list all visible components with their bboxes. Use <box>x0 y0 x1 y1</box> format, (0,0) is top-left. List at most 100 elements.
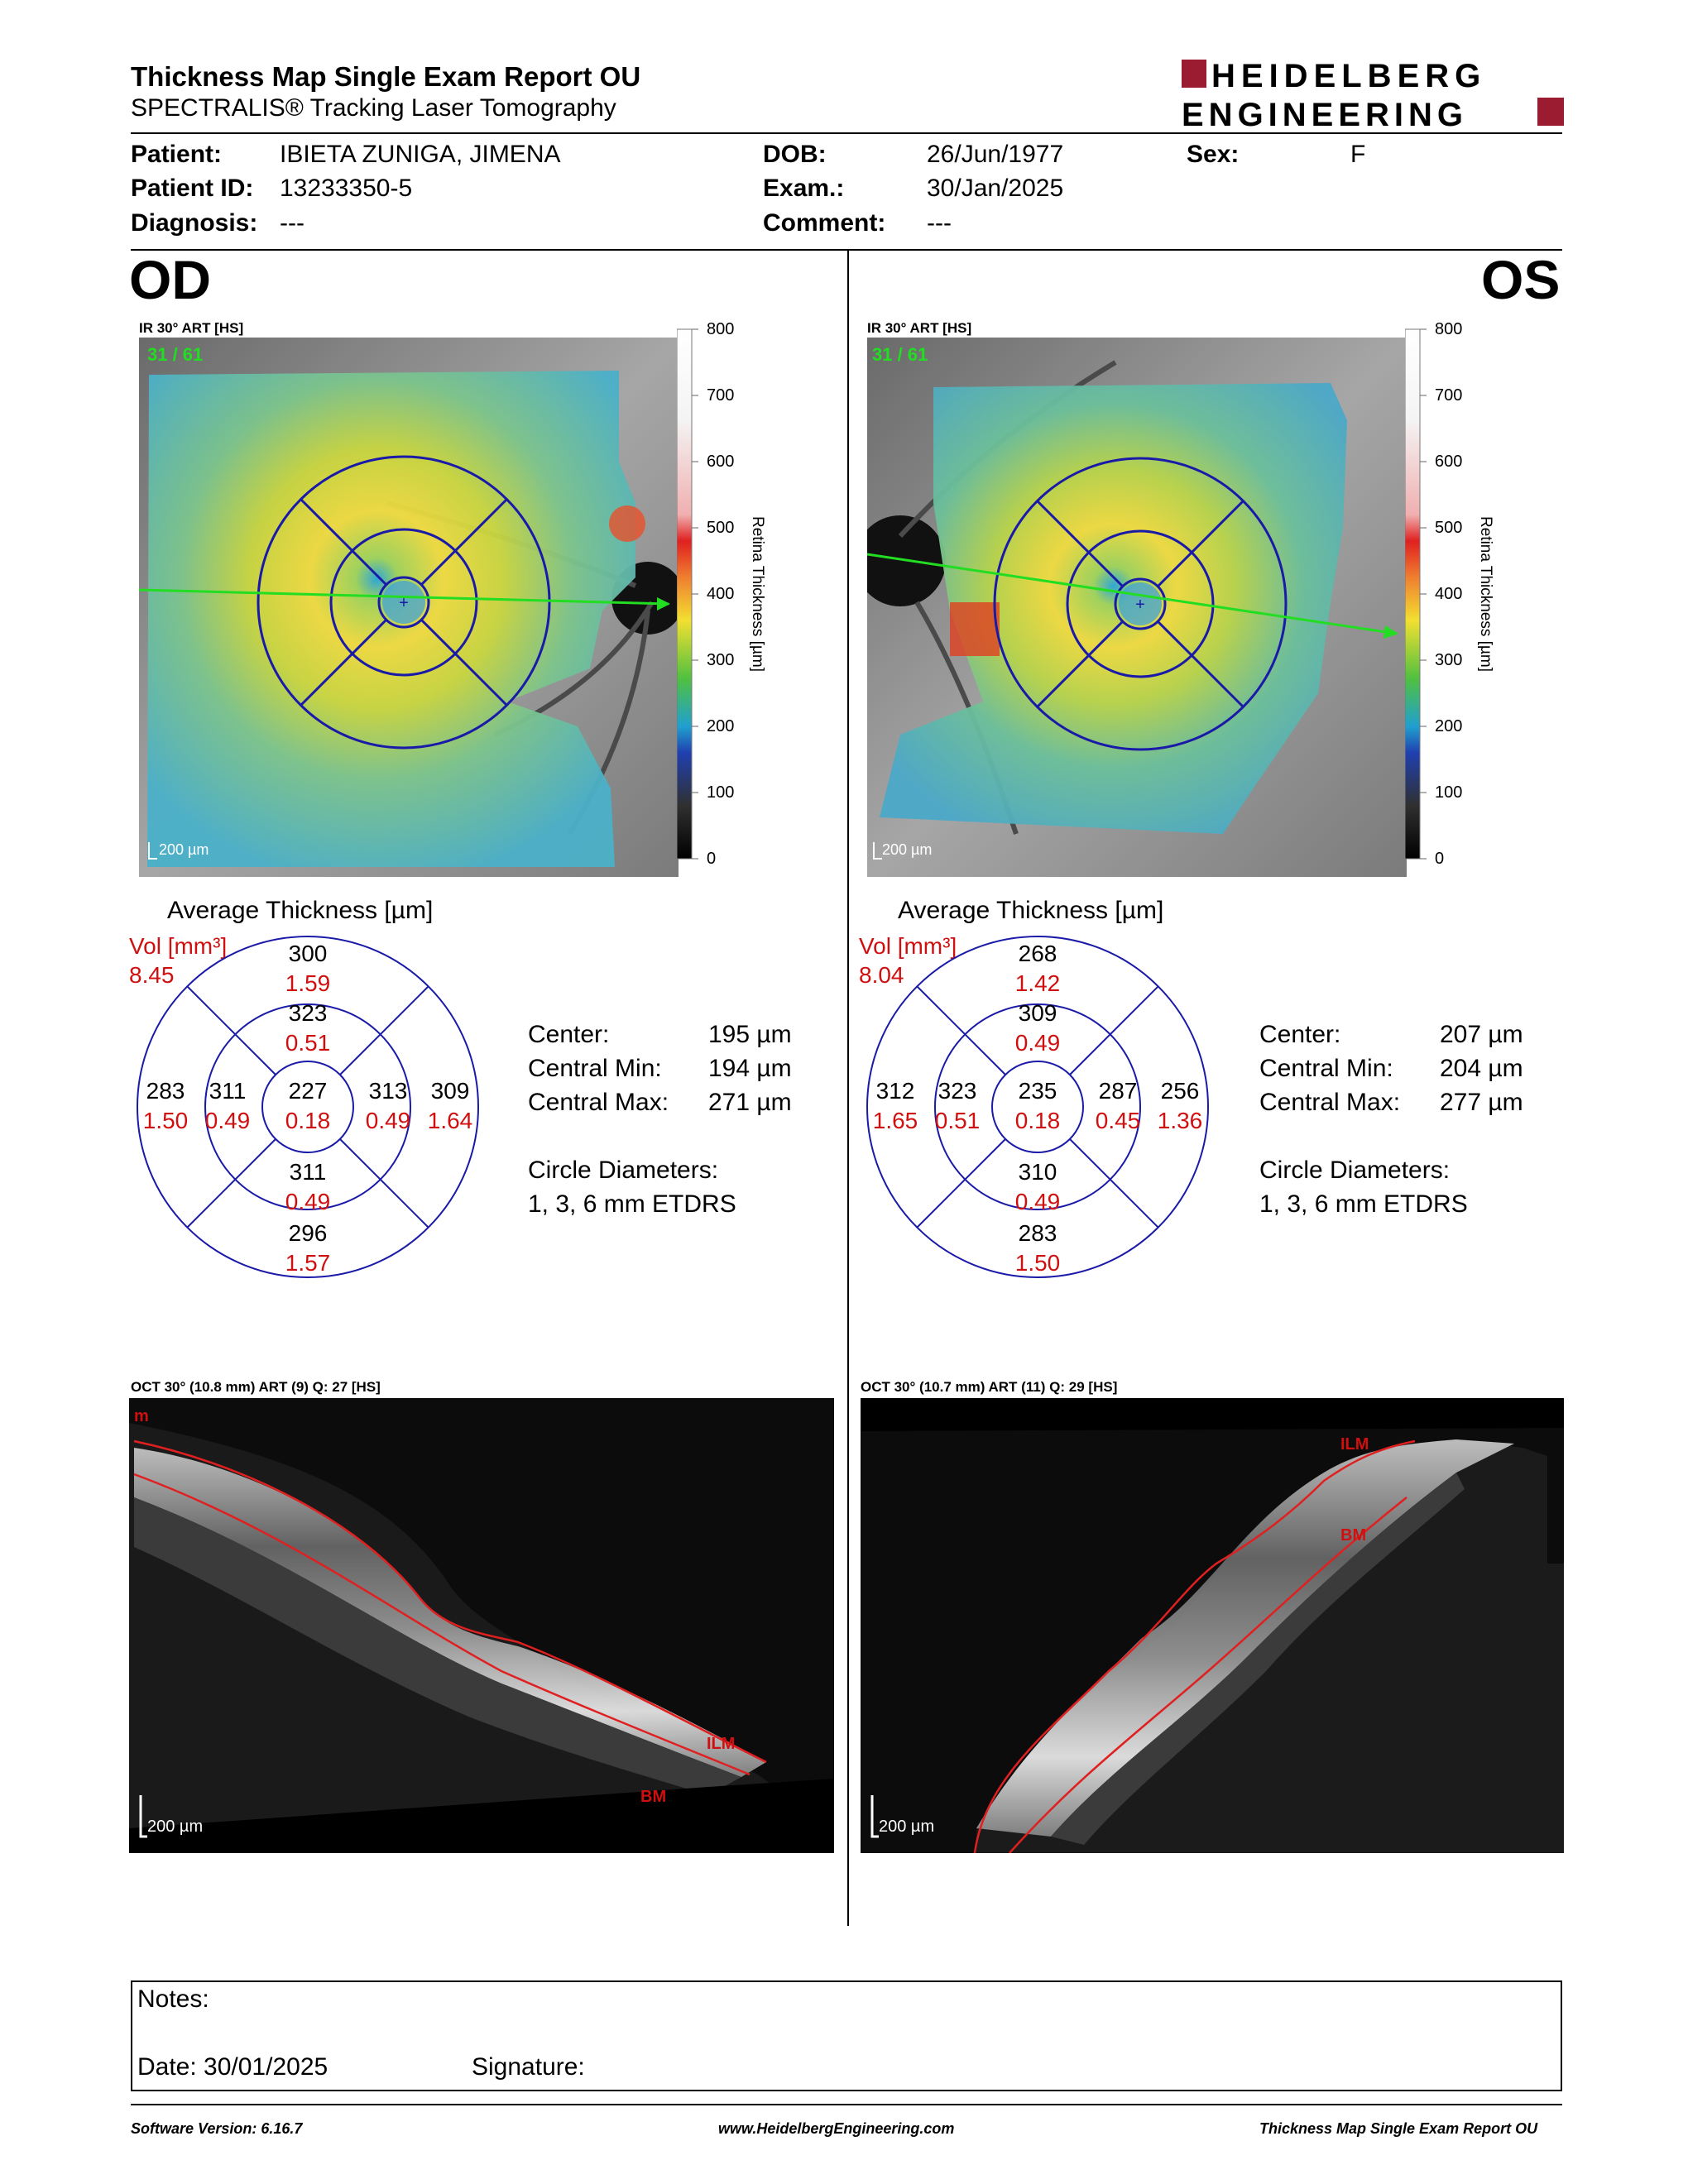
od-circle-diam-label: Circle Diameters: <box>528 1157 719 1184</box>
od-nasal-outer-volume: 1.64 <box>428 1108 473 1133</box>
os-vol-block: Vol [mm³] 8.04 <box>859 932 957 989</box>
footer-report-name: Thickness Map Single Exam Report OU <box>1259 2120 1538 2137</box>
od-ir-label: IR 30° ART [HS] <box>139 320 244 336</box>
comment-label: Comment: <box>763 209 886 237</box>
os-center-volume: 0.18 <box>1015 1108 1061 1133</box>
od-scale-bar: 200 µm <box>159 841 209 858</box>
od-central-max-label: Central Max: <box>528 1089 669 1116</box>
od-temporal-outer-volume: 1.50 <box>143 1108 189 1133</box>
od-bm-label: BM <box>640 1788 666 1806</box>
os-bm-label: BM <box>1340 1526 1366 1545</box>
patient-id: 13233350-5 <box>280 175 413 202</box>
os-etdrs-grid: 268 1.42 309 0.49 235 0.18 312 1.65 323 … <box>866 936 1209 1278</box>
os-center-value: 207 µm <box>1440 1021 1523 1048</box>
od-superior-inner-thickness: 323 <box>289 1000 328 1026</box>
od-scale-tick-label: 500 <box>707 519 734 537</box>
os-inferior-outer-thickness: 283 <box>1019 1220 1057 1246</box>
od-superior-outer-volume: 1.59 <box>285 970 331 996</box>
od-nasal-outer-thickness: 309 <box>431 1078 470 1104</box>
os-vol-total: 8.04 <box>859 962 904 988</box>
os-nasal-inner-thickness: 287 <box>1099 1078 1138 1104</box>
od-eye-label: OD <box>129 249 211 310</box>
exam-value: 30/Jan/2025 <box>927 175 1064 202</box>
os-central-max-label: Central Max: <box>1259 1089 1401 1116</box>
patient-id-label: Patient ID: <box>131 175 254 202</box>
os-vol-label: Vol [mm³] <box>859 933 957 959</box>
sex-label: Sex: <box>1187 141 1240 168</box>
od-color-scale: 800 700 600 500 400 300 200 100 0 Retina Thickne… <box>677 321 766 867</box>
notes-label: Notes: <box>137 1985 209 2013</box>
od-vol-total: 8.45 <box>129 962 175 988</box>
os-center-label: Center: <box>1259 1021 1341 1048</box>
os-nasal-outer-volume: 1.36 <box>1158 1108 1203 1133</box>
od-oct-label: OCT 30° (10.8 mm) ART (9) Q: 27 [HS] <box>131 1379 381 1395</box>
od-nasal-inner-thickness: 313 <box>369 1078 408 1104</box>
os-ir-label: IR 30° ART [HS] <box>867 320 972 336</box>
os-oct-bscan: ILM BM 200 µm <box>861 1398 1564 1853</box>
os-center-thickness: 235 <box>1019 1078 1057 1104</box>
os-temporal-inner-thickness: 323 <box>938 1078 977 1104</box>
date-label: Date: 30/01/2025 <box>137 2053 328 2081</box>
od-center-label: Center: <box>528 1021 610 1048</box>
od-thickness-map: + 31 / 61 200 µm <box>139 338 679 877</box>
od-central-min-label: Central Min: <box>528 1055 662 1082</box>
os-stats-values: 207 µm 204 µm 277 µm <box>1440 1018 1523 1119</box>
od-stats-values: 195 µm 194 µm 271 µm <box>708 1018 792 1119</box>
od-temporal-inner-thickness: 311 <box>209 1078 247 1104</box>
os-central-max-value: 277 µm <box>1440 1089 1523 1116</box>
patient-name: IBIETA ZUNIGA, JIMENA <box>280 141 561 168</box>
notes-box[interactable]: Notes: Date: 30/01/2025 Signature: <box>131 1980 1562 2091</box>
od-stats: Center: Central Min: Central Max: <box>528 1018 669 1119</box>
od-oct-scale-bar: 200 µm <box>147 1818 203 1836</box>
os-circle-diam: Circle Diameters: 1, 3, 6 mm ETDRS <box>1259 1153 1468 1221</box>
os-scale-bar: 200 µm <box>882 841 932 858</box>
os-inferior-inner-volume: 0.49 <box>1015 1189 1061 1214</box>
od-scale-tick-label: 600 <box>707 453 734 471</box>
os-superior-inner-volume: 0.49 <box>1015 1030 1061 1056</box>
od-circle-diam: Circle Diameters: 1, 3, 6 mm ETDRS <box>528 1153 736 1221</box>
os-central-min-label: Central Min: <box>1259 1055 1393 1082</box>
os-superior-outer-thickness: 268 <box>1019 941 1057 966</box>
od-vol-label: Vol [mm³] <box>129 933 228 959</box>
od-avg-title: Average Thickness [µm] <box>167 897 434 924</box>
os-scale-title: Retina Thickness [µm] <box>1477 516 1494 672</box>
os-inferior-inner-thickness: 310 <box>1019 1159 1057 1185</box>
od-central-min-value: 194 µm <box>708 1055 792 1082</box>
od-center-thickness: 227 <box>289 1078 328 1104</box>
od-vol-block: Vol [mm³] 8.45 <box>129 932 227 989</box>
os-scale-tick-label: 0 <box>1435 850 1444 867</box>
od-inferior-outer-volume: 1.57 <box>285 1250 331 1276</box>
svg-text:+: + <box>1135 596 1145 614</box>
od-scale-tick-label: 0 <box>707 850 716 867</box>
os-scale-tick-label: 100 <box>1435 783 1462 802</box>
od-scale-tick-label: 400 <box>707 585 734 603</box>
od-temporal-inner-volume: 0.49 <box>205 1108 251 1133</box>
os-scale-tick-label: 300 <box>1435 651 1462 669</box>
od-scale-tick-label: 200 <box>707 717 734 735</box>
footer-website[interactable]: www.HeidelbergEngineering.com <box>718 2120 955 2137</box>
os-thickness-map: + 31 / 61 200 µm <box>867 338 1407 877</box>
od-scale-tick-label: 300 <box>707 651 734 669</box>
dob-value: 26/Jun/1977 <box>927 141 1064 168</box>
os-scale-tick-label: 200 <box>1435 717 1462 735</box>
os-scale-tick-label: 600 <box>1435 453 1462 471</box>
dob-label: DOB: <box>763 141 827 168</box>
od-etdrs-grid: 300 1.59 323 0.51 227 0.18 283 1.50 311 … <box>137 936 479 1278</box>
os-avg-title: Average Thickness [µm] <box>898 897 1164 924</box>
os-eye-label: OS <box>1481 249 1561 310</box>
os-scale-tick-label: 500 <box>1435 519 1462 537</box>
os-superior-outer-volume: 1.42 <box>1015 970 1061 996</box>
os-central-min-value: 204 µm <box>1440 1055 1523 1082</box>
od-scale-tick-label: 100 <box>707 783 734 802</box>
od-m-marker: m <box>134 1407 149 1425</box>
od-ilm-label: ILM <box>707 1735 735 1753</box>
od-frame-count: 31 / 61 <box>147 344 203 365</box>
od-superior-inner-volume: 0.51 <box>285 1030 331 1056</box>
os-inferior-outer-volume: 1.50 <box>1015 1250 1061 1276</box>
os-circle-diam-label: Circle Diameters: <box>1259 1157 1451 1184</box>
signature-label: Signature: <box>472 2053 585 2081</box>
os-scale-tick-label: 800 <box>1435 321 1462 338</box>
od-inferior-inner-thickness: 311 <box>290 1159 327 1185</box>
od-inferior-outer-thickness: 296 <box>289 1220 328 1246</box>
os-superior-inner-thickness: 309 <box>1019 1000 1057 1026</box>
